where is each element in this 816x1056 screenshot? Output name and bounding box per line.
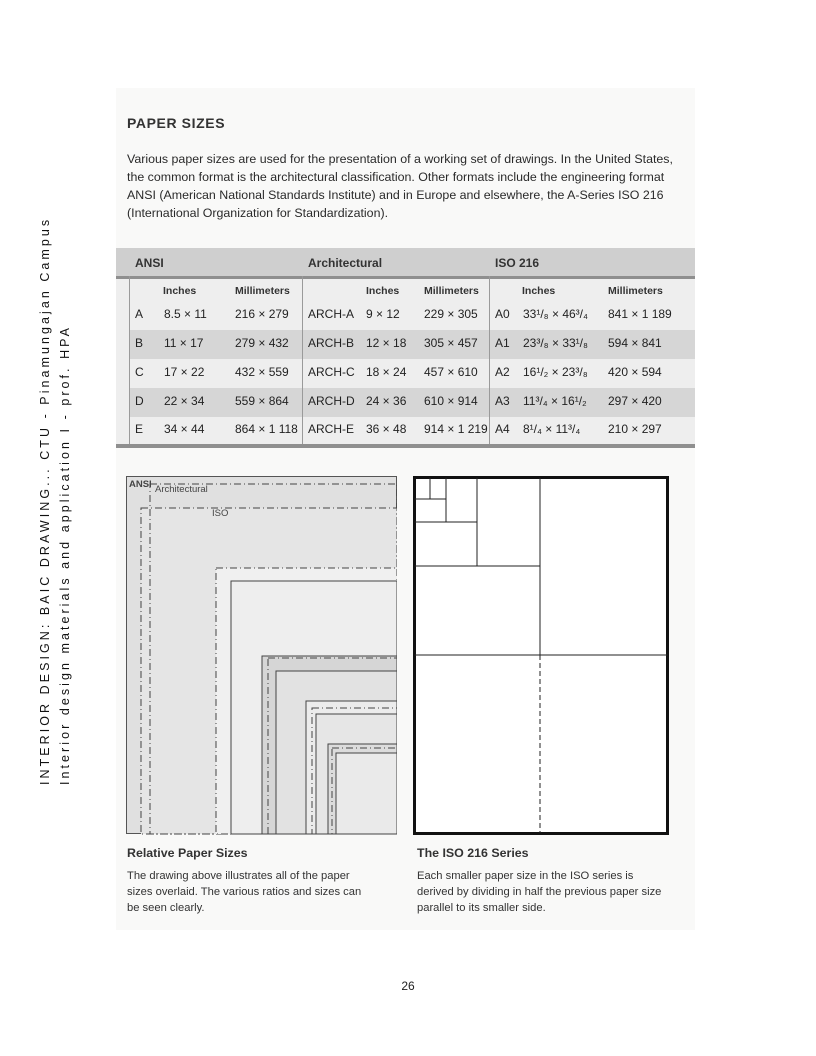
relative-caption-text: The drawing above illustrates all of the… [127, 870, 362, 914]
table-cell: 9 × 12 [366, 307, 400, 321]
iso-caption-title: The ISO 216 Series [417, 846, 529, 860]
table-cell: 457 × 610 [424, 365, 478, 379]
col-arch-mm: Millimeters [424, 285, 479, 297]
table-row: D 22 × 34 559 × 864 ARCH-D 24 × 36 610 ×… [129, 388, 695, 417]
table-cell: 22 × 34 [164, 394, 205, 408]
table-cell: 420 × 594 [608, 365, 662, 379]
col-ansi-mm: Millimeters [235, 285, 290, 297]
table-cell: 210 × 297 [608, 422, 662, 436]
table-cell: 8.5 × 11 [164, 307, 207, 321]
section-heading: PAPER SIZES [127, 115, 226, 131]
group-ansi: ANSI [135, 256, 164, 270]
side-title: INTERIOR DESIGN: BAIC DRAWING... CTU - P… [38, 216, 52, 785]
table-cell: 432 × 559 [235, 365, 289, 379]
table-cell: 559 × 864 [235, 394, 289, 408]
table-cell: 16¹/₂ × 23³/₈ [523, 365, 588, 379]
page-number: 26 [401, 979, 415, 993]
table-row: B 11 × 17 279 × 432 ARCH-B 12 × 18 305 ×… [129, 330, 695, 359]
col-iso-inches: Inches [522, 285, 556, 297]
table-bottom-rule [116, 444, 695, 448]
table-cell: ARCH-D [308, 394, 355, 408]
table-cell: 18 × 24 [366, 365, 407, 379]
label-architectural: Architectural [155, 484, 208, 495]
table-cell: 34 × 44 [164, 422, 205, 436]
intro-paragraph: Various paper sizes are used for the pre… [127, 152, 673, 220]
table-cell: ARCH-B [308, 336, 355, 350]
table-cell: A [135, 307, 144, 321]
table-cell: 8¹/₄ × 11³/₄ [523, 422, 581, 436]
col-arch-inches: Inches [366, 285, 400, 297]
table-cell: 23³/₈ × 33¹/₈ [523, 336, 588, 350]
relative-paper-sizes-figure: ANSI Architectural ISO [126, 476, 397, 835]
table-cell: 33¹/₈ × 46³/₄ [523, 307, 588, 321]
group-iso: ISO 216 [495, 256, 540, 270]
table-divider [302, 276, 303, 444]
table-cell: 610 × 914 [424, 394, 478, 408]
table-cell: ARCH-C [308, 365, 355, 379]
table-cell: C [135, 365, 144, 379]
paper-size-table: ANSI Architectural ISO 216 Inches Millim… [116, 248, 695, 448]
side-subtitle: Interior design materials and applicatio… [58, 324, 72, 785]
table-cell: 12 × 18 [366, 336, 407, 350]
table-cell: 864 × 1 118 [235, 422, 298, 436]
label-iso: ISO [212, 508, 228, 519]
label-ansi: ANSI [129, 479, 152, 490]
table-cell: ARCH-E [308, 422, 355, 436]
table-cell: 297 × 420 [608, 394, 662, 408]
table-cell: A3 [495, 394, 510, 408]
group-architectural: Architectural [308, 256, 383, 270]
iso-caption-text: Each smaller paper size in the ISO serie… [417, 870, 662, 914]
col-ansi-inches: Inches [163, 285, 197, 297]
table-cell: 17 × 22 [164, 365, 205, 379]
table-cell: 279 × 432 [235, 336, 289, 350]
table-cell: A2 [495, 365, 510, 379]
table-cell: E [135, 422, 144, 436]
table-cell: 11³/₄ × 16¹/₂ [523, 394, 587, 408]
table-row: E 34 × 44 864 × 1 118 ARCH-E 36 × 48 914… [129, 416, 695, 445]
relative-caption-title: Relative Paper Sizes [127, 846, 248, 860]
table-cell: 24 × 36 [366, 394, 407, 408]
table-group-header [116, 248, 695, 279]
col-iso-mm: Millimeters [608, 285, 663, 297]
table-divider [129, 276, 130, 444]
table-cell: ARCH-A [308, 307, 355, 321]
table-cell: D [135, 394, 144, 408]
table-divider [489, 276, 490, 444]
table-cell: 11 × 17 [164, 336, 204, 350]
table-cell: A4 [495, 422, 510, 436]
table-cell: 36 × 48 [366, 422, 407, 436]
table-cell: A1 [495, 336, 510, 350]
table-cell: 305 × 457 [424, 336, 478, 350]
table-cell: B [135, 336, 144, 350]
table-row: C 17 × 22 432 × 559 ARCH-C 18 × 24 457 ×… [129, 359, 695, 388]
iso-216-series-figure [413, 476, 669, 835]
table-cell: 914 × 1 219 [424, 422, 488, 436]
table-cell: 216 × 279 [235, 307, 289, 321]
table-row: A 8.5 × 11 216 × 279 ARCH-A 9 × 12 229 ×… [129, 301, 695, 330]
table-cell: 841 × 1 189 [608, 307, 672, 321]
table-cell: 594 × 841 [608, 336, 662, 350]
table-cell: 229 × 305 [424, 307, 478, 321]
table-cell: A0 [495, 307, 510, 321]
